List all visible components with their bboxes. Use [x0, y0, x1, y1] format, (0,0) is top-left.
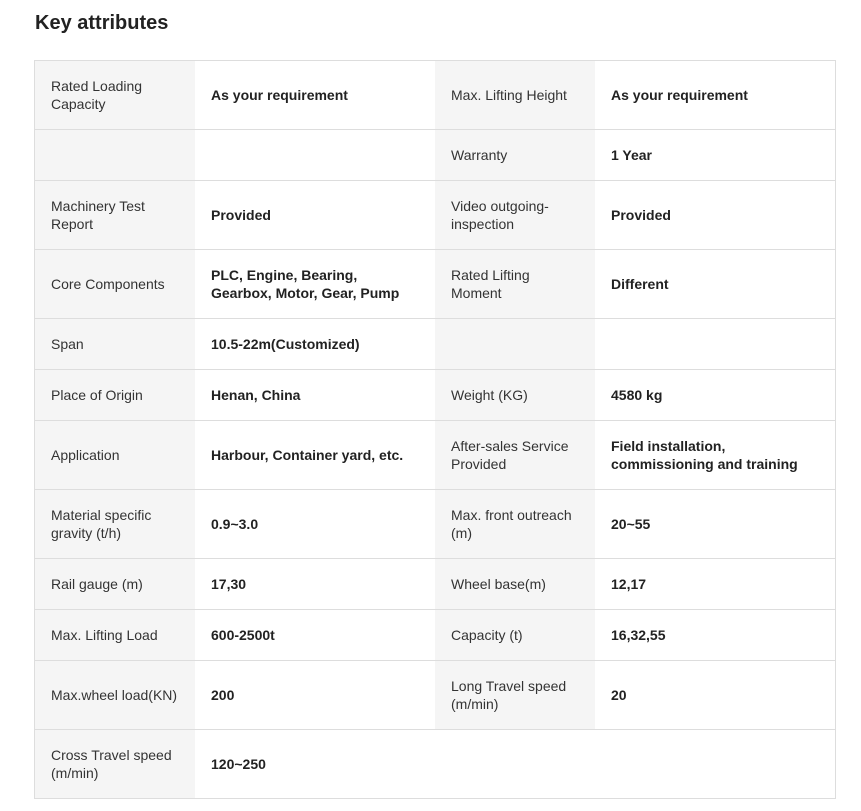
attribute-value: Different: [595, 249, 836, 319]
attribute-value: 10.5-22m(Customized): [195, 318, 435, 370]
attribute-value: 16,32,55: [595, 609, 836, 661]
attribute-label: Max. Lifting Load: [34, 609, 195, 661]
attribute-value: As your requirement: [195, 60, 435, 130]
attribute-value: Henan, China: [195, 369, 435, 421]
attribute-value: Provided: [195, 180, 435, 250]
attribute-row: Warranty 1 Year: [34, 129, 836, 181]
attribute-label: Rated Loading Capacity: [34, 60, 195, 130]
attribute-value: 20: [595, 660, 836, 730]
attribute-row: Material specific gravity (t/h) 0.9~3.0 Ma…: [34, 489, 836, 559]
attribute-value: Harbour, Container yard, etc.: [195, 420, 435, 490]
attribute-value: 0.9~3.0: [195, 489, 435, 559]
attribute-value: 12,17: [595, 558, 836, 610]
attribute-row: Max. Lifting Load 600-2500t Capacity (t) 16…: [34, 609, 836, 661]
attribute-label: Max. Lifting Height: [435, 60, 595, 130]
attribute-label: Cross Travel speed (m/min): [34, 729, 195, 799]
attribute-value: 200: [195, 660, 435, 730]
attributes-table: Rated Loading Capacity As your requiremen…: [34, 60, 836, 799]
attribute-value: Field installation, commissioning and tr…: [595, 420, 836, 490]
attribute-value: 17,30: [195, 558, 435, 610]
attribute-label: Material specific gravity (t/h): [34, 489, 195, 559]
attribute-value: 600-2500t: [195, 609, 435, 661]
attribute-value: [195, 129, 435, 181]
attribute-value: Provided: [595, 180, 836, 250]
attribute-label: [435, 729, 595, 799]
attribute-label: Application: [34, 420, 195, 490]
attribute-value: [595, 729, 836, 799]
attribute-value: PLC, Engine, Bearing, Gearbox, Motor, Ge…: [195, 249, 435, 319]
attribute-label: Span: [34, 318, 195, 370]
attribute-row: Cross Travel speed (m/min) 120~250: [34, 729, 836, 799]
attribute-value: 20~55: [595, 489, 836, 559]
attribute-row: Application Harbour, Container yard, etc.…: [34, 420, 836, 490]
attribute-value: [595, 318, 836, 370]
attribute-label: Max. front outreach (m): [435, 489, 595, 559]
attribute-row: Machinery Test Report Provided Video outgo…: [34, 180, 836, 250]
attribute-value: 4580 kg: [595, 369, 836, 421]
attribute-label: Wheel base(m): [435, 558, 595, 610]
attribute-label: [435, 318, 595, 370]
attribute-row: Span 10.5-22m(Customized): [34, 318, 836, 370]
attribute-label: Max.wheel load(KN): [34, 660, 195, 730]
attribute-row: Rated Loading Capacity As your requiremen…: [34, 60, 836, 130]
attribute-value: 1 Year: [595, 129, 836, 181]
attribute-label: Rail gauge (m): [34, 558, 195, 610]
attribute-label: Long Travel speed (m/min): [435, 660, 595, 730]
attribute-row: Place of Origin Henan, China Weight (KG) 45…: [34, 369, 836, 421]
attribute-label: Warranty: [435, 129, 595, 181]
attribute-label: Core Components: [34, 249, 195, 319]
attribute-label: Video outgoing-inspection: [435, 180, 595, 250]
attribute-label: After-sales Service Provided: [435, 420, 595, 490]
attribute-label: Machinery Test Report: [34, 180, 195, 250]
attribute-row: Rail gauge (m) 17,30 Wheel base(m) 12,17: [34, 558, 836, 610]
attribute-label: Capacity (t): [435, 609, 595, 661]
attribute-row: Max.wheel load(KN) 200 Long Travel speed (…: [34, 660, 836, 730]
attribute-label: Place of Origin: [34, 369, 195, 421]
attribute-value: 120~250: [195, 729, 435, 799]
attribute-label: Rated Lifting Moment: [435, 249, 595, 319]
attribute-row: Core Components PLC, Engine, Bearing, Gea…: [34, 249, 836, 319]
attribute-label: Weight (KG): [435, 369, 595, 421]
attribute-value: As your requirement: [595, 60, 836, 130]
attribute-label: [34, 129, 195, 181]
section-title: Key attributes: [35, 12, 169, 34]
